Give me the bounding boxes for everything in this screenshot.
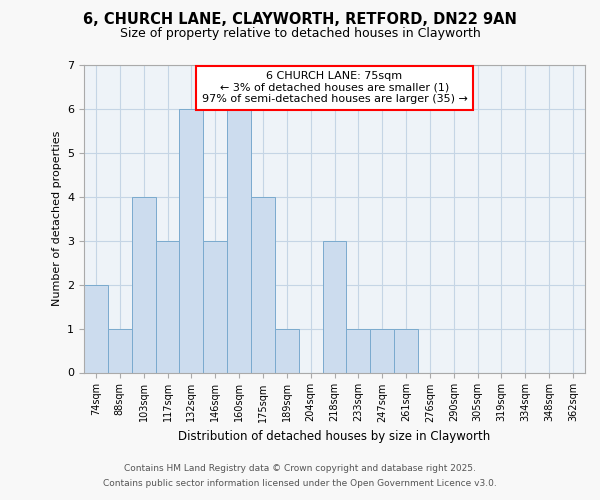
Bar [251, 197, 275, 372]
Bar [394, 328, 418, 372]
Bar [370, 328, 394, 372]
Bar [227, 109, 251, 372]
Bar [132, 197, 155, 372]
Bar [323, 240, 346, 372]
Bar [155, 240, 179, 372]
Text: Size of property relative to detached houses in Clayworth: Size of property relative to detached ho… [119, 28, 481, 40]
Bar [275, 328, 299, 372]
Bar [179, 109, 203, 372]
Text: Contains HM Land Registry data © Crown copyright and database right 2025.: Contains HM Land Registry data © Crown c… [124, 464, 476, 473]
Text: Contains public sector information licensed under the Open Government Licence v3: Contains public sector information licen… [103, 479, 497, 488]
Text: 6 CHURCH LANE: 75sqm
← 3% of detached houses are smaller (1)
97% of semi-detache: 6 CHURCH LANE: 75sqm ← 3% of detached ho… [202, 71, 467, 104]
Text: 6, CHURCH LANE, CLAYWORTH, RETFORD, DN22 9AN: 6, CHURCH LANE, CLAYWORTH, RETFORD, DN22… [83, 12, 517, 28]
Y-axis label: Number of detached properties: Number of detached properties [52, 131, 62, 306]
Bar [84, 284, 108, 372]
Bar [108, 328, 132, 372]
Bar [203, 240, 227, 372]
X-axis label: Distribution of detached houses by size in Clayworth: Distribution of detached houses by size … [178, 430, 491, 443]
Bar [346, 328, 370, 372]
